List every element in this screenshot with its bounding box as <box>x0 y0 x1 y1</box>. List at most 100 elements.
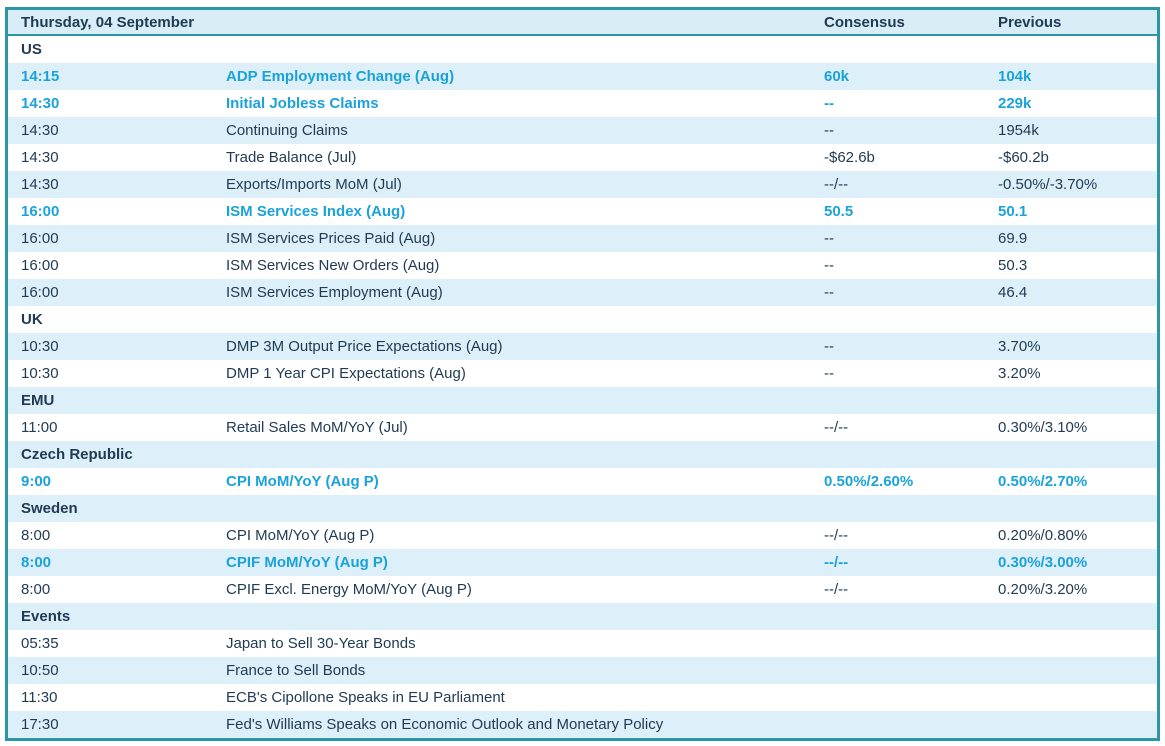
event-consensus-value: --/-- <box>824 527 849 544</box>
event-name: CPIF Excl. Energy MoM/YoY (Aug P) <box>226 581 472 598</box>
event-row: 14:30 Continuing Claims -- 1954k <box>8 117 1157 144</box>
section-header-row: Events <box>8 603 1157 630</box>
section-label: Events <box>21 608 71 625</box>
event-consensus-value: --/-- <box>824 176 849 193</box>
event-name: Japan to Sell 30-Year Bonds <box>226 635 416 652</box>
table-header-row: Thursday, 04 September Consensus Previou… <box>8 10 1157 36</box>
event-time: 05:35 <box>21 635 59 652</box>
event-previous-value: 69.9 <box>998 230 1028 247</box>
event-previous-value: 0.20%/0.80% <box>998 527 1088 544</box>
event-name: Initial Jobless Claims <box>226 95 379 112</box>
section-label: UK <box>21 311 43 328</box>
event-consensus-value: 0.50%/2.60% <box>824 473 914 490</box>
event-name: ISM Services Employment (Aug) <box>226 284 443 301</box>
event-consensus-value: -- <box>824 230 834 247</box>
event-row: 8:00 CPIF MoM/YoY (Aug P) --/-- 0.30%/3.… <box>8 549 1157 576</box>
event-consensus-value: 50.5 <box>824 203 854 220</box>
event-consensus-value: 60k <box>824 68 850 85</box>
event-name: Fed's Williams Speaks on Economic Outloo… <box>226 716 664 733</box>
event-consensus-value: -- <box>824 95 834 112</box>
event-time: 11:00 <box>21 419 58 436</box>
event-time: 11:30 <box>21 689 58 706</box>
event-row: 14:30 Initial Jobless Claims -- 229k <box>8 90 1157 117</box>
event-consensus-value: --/-- <box>824 419 849 436</box>
event-time: 16:00 <box>21 230 59 247</box>
event-time: 16:00 <box>21 284 59 301</box>
section-header-row: Czech Republic <box>8 441 1157 468</box>
section-header-row: Sweden <box>8 495 1157 522</box>
event-time: 10:50 <box>21 662 59 679</box>
event-name: CPI MoM/YoY (Aug P) <box>226 527 375 544</box>
event-row: 10:30 DMP 3M Output Price Expectations (… <box>8 333 1157 360</box>
event-row: 16:00 ISM Services New Orders (Aug) -- 5… <box>8 252 1157 279</box>
economic-calendar-table: Thursday, 04 September Consensus Previou… <box>5 7 1160 741</box>
event-time: 17:30 <box>21 716 59 733</box>
event-previous-value: 3.20% <box>998 365 1041 382</box>
event-previous-value: 104k <box>998 68 1032 85</box>
event-name: Continuing Claims <box>226 122 348 139</box>
event-time: 14:30 <box>21 149 59 166</box>
event-time: 16:00 <box>21 257 59 274</box>
previous-column-header: Previous <box>998 13 1062 31</box>
event-name: ECB's Cipollone Speaks in EU Parliament <box>226 689 505 706</box>
event-previous-value: 0.30%/3.00% <box>998 554 1088 571</box>
event-name: CPI MoM/YoY (Aug P) <box>226 473 379 490</box>
event-row: 16:00 ISM Services Employment (Aug) -- 4… <box>8 279 1157 306</box>
consensus-column-header: Consensus <box>824 13 905 31</box>
event-time: 8:00 <box>21 527 51 544</box>
event-time: 14:30 <box>21 95 60 112</box>
event-previous-value: 46.4 <box>998 284 1028 301</box>
event-row: 16:00 ISM Services Prices Paid (Aug) -- … <box>8 225 1157 252</box>
event-row: 10:30 DMP 1 Year CPI Expectations (Aug) … <box>8 360 1157 387</box>
event-previous-value: -$60.2b <box>998 149 1049 166</box>
event-row: 11:00 Retail Sales MoM/YoY (Jul) --/-- 0… <box>8 414 1157 441</box>
event-name: France to Sell Bonds <box>226 662 366 679</box>
event-name: ISM Services Prices Paid (Aug) <box>226 230 436 247</box>
event-name: Exports/Imports MoM (Jul) <box>226 176 402 193</box>
event-previous-value: 3.70% <box>998 338 1041 355</box>
event-previous-value: 0.50%/2.70% <box>998 473 1088 490</box>
event-row: 9:00 CPI MoM/YoY (Aug P) 0.50%/2.60% 0.5… <box>8 468 1157 495</box>
event-row: 11:30 ECB's Cipollone Speaks in EU Parli… <box>8 684 1157 711</box>
event-previous-value: 50.1 <box>998 203 1028 220</box>
event-row: 16:00 ISM Services Index (Aug) 50.5 50.1 <box>8 198 1157 225</box>
table-body: US 14:15 ADP Employment Change (Aug) 60k… <box>8 36 1157 738</box>
event-time: 9:00 <box>21 473 52 490</box>
event-previous-value: 0.30%/3.10% <box>998 419 1088 436</box>
section-header-row: UK <box>8 306 1157 333</box>
event-row: 8:00 CPI MoM/YoY (Aug P) --/-- 0.20%/0.8… <box>8 522 1157 549</box>
event-consensus-value: -- <box>824 122 834 139</box>
event-row: 05:35 Japan to Sell 30-Year Bonds <box>8 630 1157 657</box>
event-time: 10:30 <box>21 365 59 382</box>
event-time: 8:00 <box>21 581 51 598</box>
section-label: EMU <box>21 392 55 409</box>
event-name: Trade Balance (Jul) <box>226 149 357 166</box>
event-time: 14:15 <box>21 68 60 85</box>
event-name: ISM Services New Orders (Aug) <box>226 257 440 274</box>
section-label: Sweden <box>21 500 78 517</box>
event-name: DMP 1 Year CPI Expectations (Aug) <box>226 365 466 382</box>
event-consensus-value: -- <box>824 338 834 355</box>
event-consensus-value: -- <box>824 365 834 382</box>
event-consensus-value: --/-- <box>824 581 849 598</box>
section-header-row: EMU <box>8 387 1157 414</box>
event-row: 8:00 CPIF Excl. Energy MoM/YoY (Aug P) -… <box>8 576 1157 603</box>
event-time: 14:30 <box>21 122 59 139</box>
event-row: 14:30 Exports/Imports MoM (Jul) --/-- -0… <box>8 171 1157 198</box>
section-label: Czech Republic <box>21 446 133 463</box>
event-consensus-value: -- <box>824 257 834 274</box>
event-previous-value: 1954k <box>998 122 1039 139</box>
event-row: 17:30 Fed's Williams Speaks on Economic … <box>8 711 1157 738</box>
event-name: DMP 3M Output Price Expectations (Aug) <box>226 338 503 355</box>
event-time: 10:30 <box>21 338 59 355</box>
event-name: ISM Services Index (Aug) <box>226 203 406 220</box>
event-previous-value: 0.20%/3.20% <box>998 581 1088 598</box>
event-previous-value: -0.50%/-3.70% <box>998 176 1098 193</box>
event-name: Retail Sales MoM/YoY (Jul) <box>226 419 408 436</box>
event-consensus-value: --/-- <box>824 554 849 571</box>
section-label: US <box>21 41 42 58</box>
calendar-date-header: Thursday, 04 September <box>21 13 195 31</box>
event-name: ADP Employment Change (Aug) <box>226 68 455 85</box>
section-header-row: US <box>8 36 1157 63</box>
event-previous-value: 50.3 <box>998 257 1028 274</box>
